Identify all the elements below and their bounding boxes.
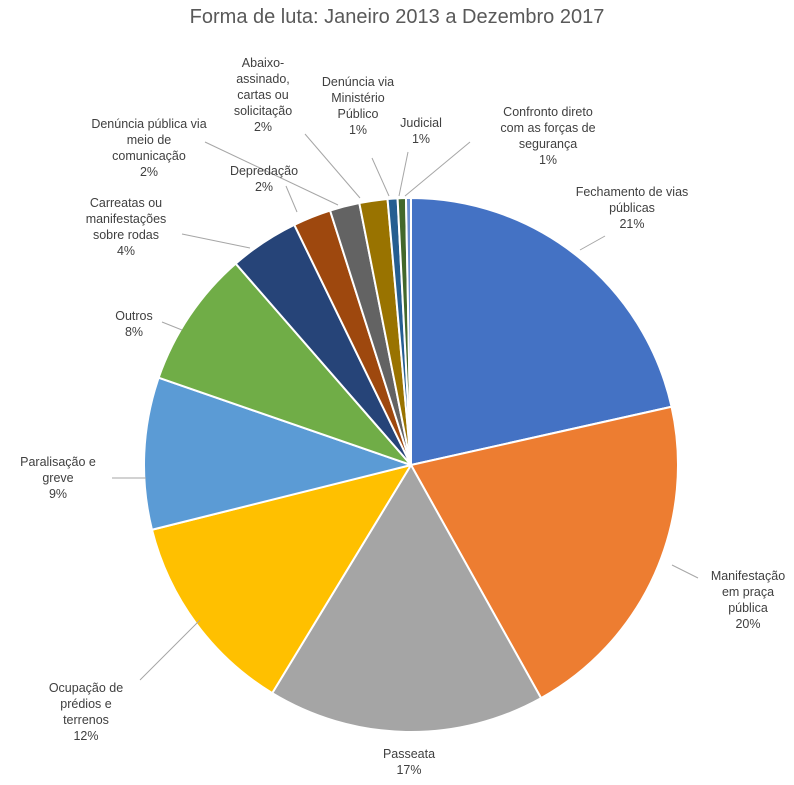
leader-line <box>398 151 409 197</box>
slice-label-line: Abaixo- <box>242 56 284 70</box>
slice-label-line: Público <box>338 107 379 121</box>
leader-line <box>161 321 183 331</box>
slice-label: Denúncia pública via meio de comunicação 2% <box>91 117 206 179</box>
slice-label-line: solicitação <box>234 104 292 118</box>
slice-label: Paralisação e greve 9% <box>20 455 96 501</box>
slice-label-line: 2% <box>140 165 158 179</box>
slice-label-line: Judicial <box>400 116 442 130</box>
leader-line <box>371 157 390 197</box>
pie-slice <box>157 262 412 466</box>
pie-slice <box>150 464 412 695</box>
pie-slice <box>271 464 543 733</box>
leader-line <box>671 564 699 579</box>
pie-slice <box>404 197 412 466</box>
slice-label-line: em praça <box>722 585 774 599</box>
slice-label-line: terrenos <box>63 713 109 727</box>
leader-line <box>304 133 361 199</box>
chart-title: Forma de luta: Janeiro 2013 a Dezembro 2… <box>189 6 605 28</box>
slice-label: Carreatas ou manifestações sobre rodas 4% <box>86 196 167 258</box>
slice-label-line: Ministério <box>331 91 385 105</box>
leader-line <box>404 141 471 197</box>
slice-label-line: segurança <box>519 137 577 151</box>
leader-lines <box>112 133 699 681</box>
slice-label: Confronto direto com as forças de seguranç… <box>500 105 595 167</box>
slice-label: Outros 8% <box>115 309 153 339</box>
slice-label-line: prédios e <box>60 697 111 711</box>
slice-label-line: com as forças de <box>500 121 595 135</box>
slice-label: Depredação 2% <box>230 164 298 194</box>
slice-label-line: pública <box>728 601 768 615</box>
slice-label-line: Passeata <box>383 747 435 761</box>
slice-label: Denúncia via Ministério Público 1% <box>322 75 394 137</box>
slice-label: Manifestação em praça pública 20% <box>711 569 785 631</box>
slice-label-line: 20% <box>735 617 760 631</box>
slice-label-line: cartas ou <box>237 88 288 102</box>
slice-label-line: Denúncia via <box>322 75 394 89</box>
slice-label-line: manifestações <box>86 212 167 226</box>
pie-slices <box>143 197 679 733</box>
leader-line <box>181 233 251 249</box>
slice-label-line: comunicação <box>112 149 186 163</box>
slice-label-line: 2% <box>255 180 273 194</box>
slice-label-line: Carreatas ou <box>90 196 162 210</box>
slice-label-line: 1% <box>539 153 557 167</box>
pie-slice <box>410 405 679 700</box>
slice-label-line: Depredação <box>230 164 298 178</box>
slice-label-line: Ocupação de <box>49 681 123 695</box>
slice-label: Ocupação de prédios e terrenos 12% <box>49 681 123 743</box>
slice-label-line: 1% <box>412 132 430 146</box>
slice-label-line: 12% <box>73 729 98 743</box>
slice-label: Abaixo-assinado, cartas ou solicitação 2% <box>234 56 292 134</box>
slice-label-line: 2% <box>254 120 272 134</box>
slice-label-line: Confronto direto <box>503 105 593 119</box>
slice-label-line: Fechamento de vias <box>576 185 689 199</box>
slice-label-line: 17% <box>396 763 421 777</box>
slice-label-line: 4% <box>117 244 135 258</box>
slice-label-line: meio de <box>127 133 172 147</box>
leader-line <box>139 619 201 681</box>
pie-slice <box>143 376 412 531</box>
slice-label-line: sobre rodas <box>93 228 159 242</box>
leader-line <box>204 141 339 206</box>
slice-label-line: greve <box>42 471 73 485</box>
slice-label-line: assinado, <box>236 72 290 86</box>
slice-label-line: 9% <box>49 487 67 501</box>
slice-label-line: Paralisação e <box>20 455 96 469</box>
slice-label: Fechamento de vias públicas 21% <box>576 185 689 231</box>
slice-label-line: públicas <box>609 201 655 215</box>
slice-label-line: 1% <box>349 123 367 137</box>
slice-label-line: 8% <box>125 325 143 339</box>
slice-label-line: 21% <box>619 217 644 231</box>
slice-label-line: Outros <box>115 309 153 323</box>
slice-label: Judicial 1% <box>400 116 442 146</box>
slice-label: Passeata 17% <box>383 747 435 777</box>
pie-slice <box>410 197 673 466</box>
slice-labels: Fechamento de vias públicas 21% Manifestaçã… <box>20 56 785 777</box>
slice-label-line: Denúncia pública via <box>91 117 206 131</box>
slice-label-line: Manifestação <box>711 569 785 583</box>
leader-line <box>579 235 606 251</box>
leader-line <box>285 185 298 213</box>
